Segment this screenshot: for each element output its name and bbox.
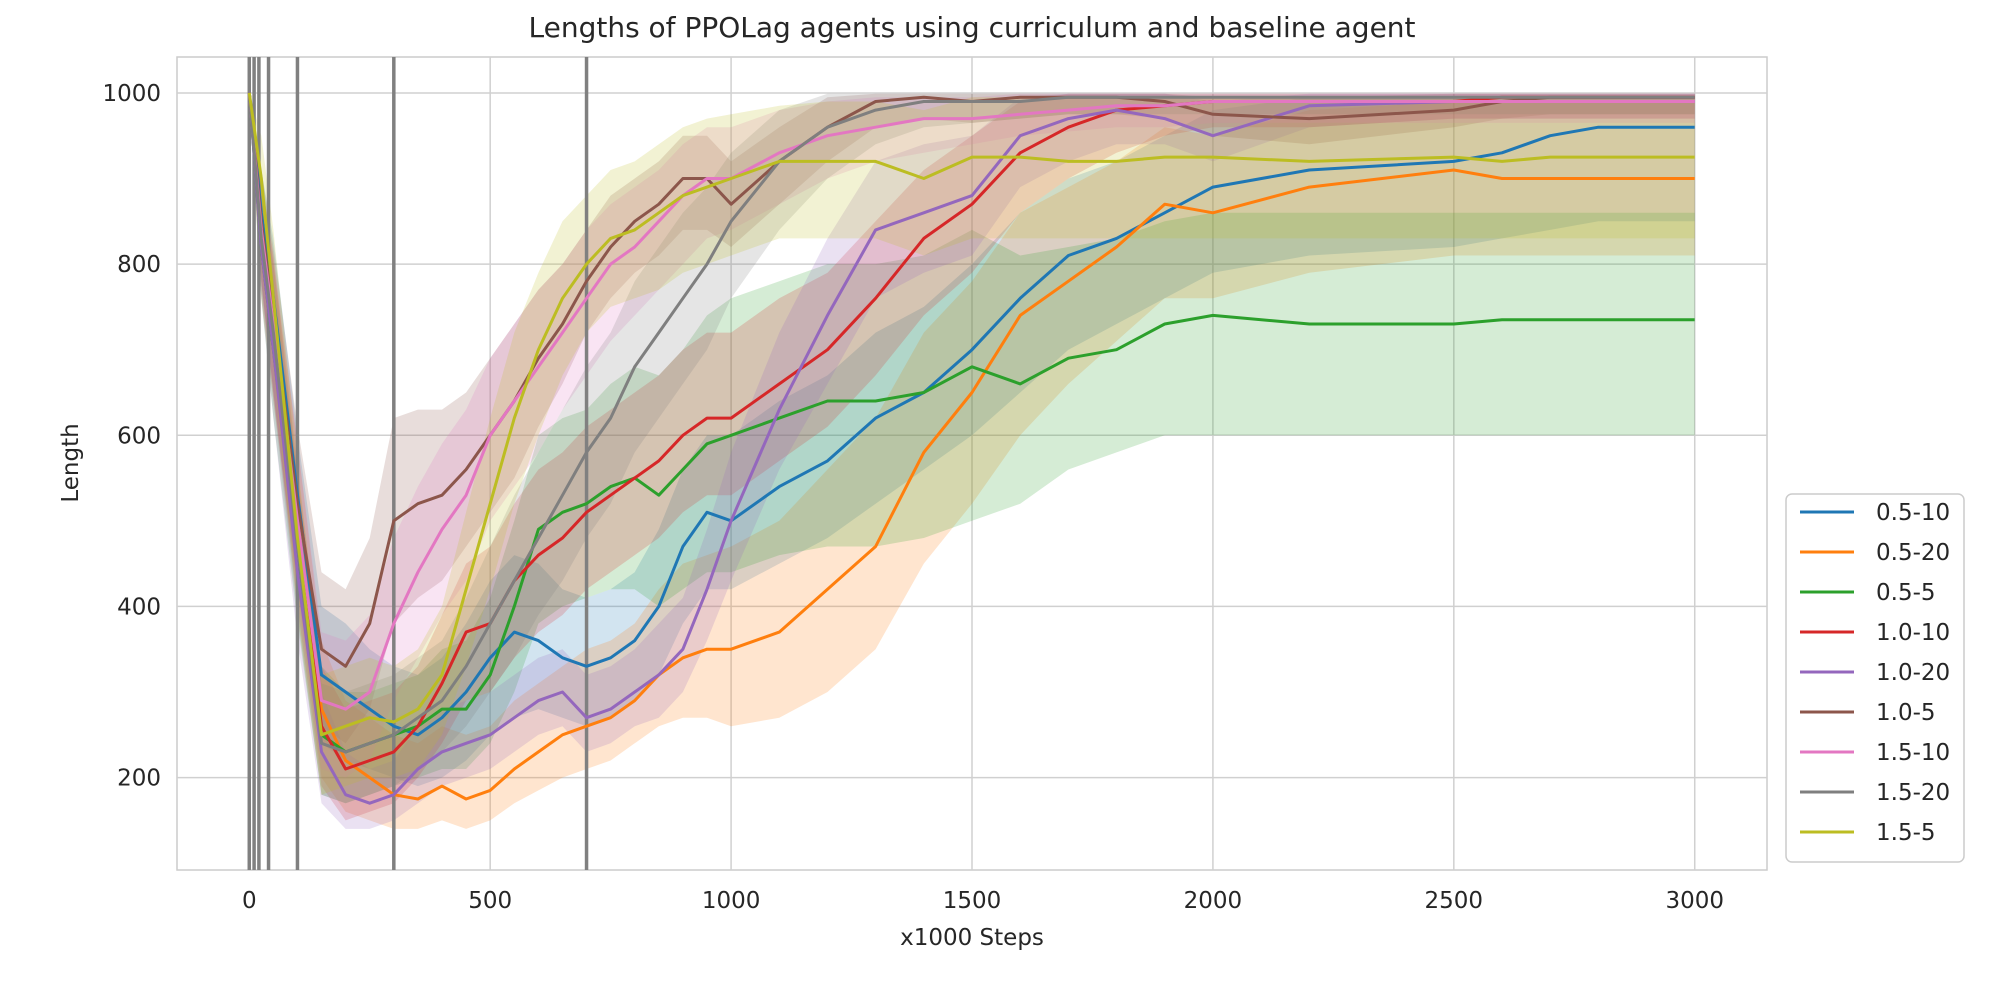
legend-label-1.5-10: 1.5-10 <box>1876 740 1950 766</box>
series-lines <box>247 92 1695 805</box>
y-tick-label: 400 <box>117 594 161 620</box>
confidence-band-1.5-5 <box>249 92 1695 795</box>
x-tick-label: 3000 <box>1665 888 1724 914</box>
y-tick-label: 1000 <box>102 81 161 107</box>
series-line-0.5-10 <box>247 92 1695 737</box>
series-line-1.5-5 <box>247 92 1695 737</box>
legend-label-1.0-20: 1.0-20 <box>1876 660 1950 686</box>
y-tick-label: 800 <box>117 252 161 278</box>
y-axis-label: Length <box>58 423 84 502</box>
legend-label-0.5-10: 0.5-10 <box>1876 500 1950 526</box>
confidence-band-1.0-20 <box>249 92 1695 829</box>
x-tick-label: 1500 <box>943 888 1002 914</box>
y-tick-labels: 200 400 600 800 1000 <box>102 81 161 792</box>
x-tick-label: 2000 <box>1184 888 1243 914</box>
legend-items: 0.5-10 0.5-20 0.5-5 1.0-10 1.0-20 1.0-5 1.5-10… <box>1800 500 1950 846</box>
legend: 0.5-10 0.5-20 0.5-5 1.0-10 1.0-20 1.0-5 1.5-10… <box>1785 493 1965 863</box>
x-tick-label: 500 <box>468 888 512 914</box>
chart-title: Lengths of PPOLag agents using curriculu… <box>528 11 1415 44</box>
legend-label-1.0-10: 1.0-10 <box>1876 620 1950 646</box>
confidence-band-1.0-5 <box>249 92 1695 744</box>
confidence-band-0.5-5 <box>249 92 1695 804</box>
x-tick-label: 1000 <box>702 888 761 914</box>
x-tick-label: 2500 <box>1425 888 1484 914</box>
legend-label-1.5-5: 1.5-5 <box>1876 820 1936 846</box>
confidence-band-0.5-20 <box>249 92 1695 829</box>
confidence-band-0.5-10 <box>249 92 1695 787</box>
legend-label-1.0-5: 1.0-5 <box>1876 700 1936 726</box>
x-tick-label: 0 <box>242 888 257 914</box>
legend-box <box>1785 493 1965 863</box>
legend-label-0.5-5: 0.5-5 <box>1876 580 1936 606</box>
gridlines <box>177 57 1767 870</box>
y-tick-label: 600 <box>117 423 161 449</box>
series-line-1.0-5 <box>247 92 1695 668</box>
x-axis-label: x1000 Steps <box>900 925 1044 951</box>
legend-label-0.5-20: 0.5-20 <box>1876 540 1950 566</box>
y-tick-label: 200 <box>117 766 161 792</box>
x-tick-labels: 0 500 1000 1500 2000 2500 3000 <box>242 888 1724 914</box>
curriculum-markers <box>247 57 589 870</box>
series-line-0.5-20 <box>247 92 1695 801</box>
legend-label-1.5-20: 1.5-20 <box>1876 780 1950 806</box>
series-line-1.5-20 <box>247 92 1695 754</box>
